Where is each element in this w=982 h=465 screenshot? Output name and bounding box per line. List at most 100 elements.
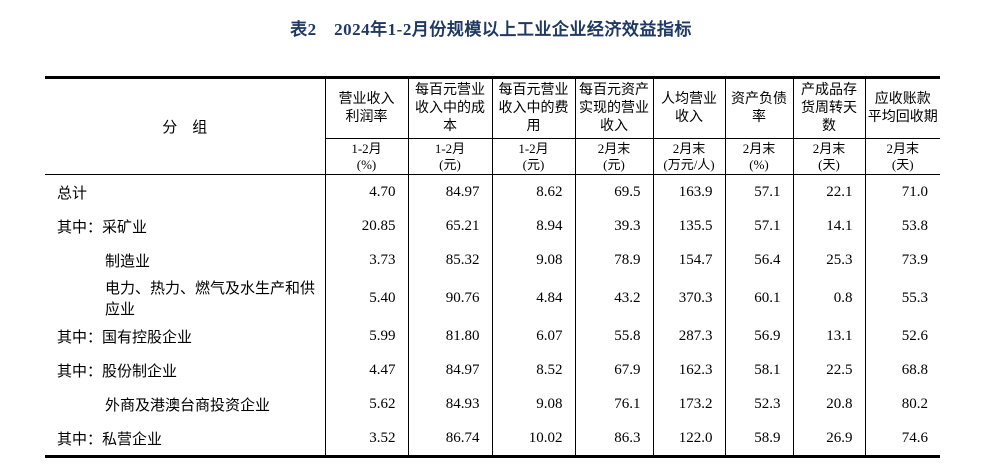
cell-value: 86.3 [574,421,653,457]
row-label: 其中：私营企业 [57,431,163,448]
cell-value: 86.74 [407,421,492,457]
table-row: 外商及港澳台商投资企业 5.62 84.93 9.08 76.1 173.2 52.3 20.… [45,387,940,421]
indicators-table: 分 组 营业收入 利润率 每百元营业 收入中的成 本每百元营业 收入中的费 用每百… [45,76,940,458]
cell-value: 56.4 [724,243,793,277]
table-row: 其中：私营企业 3.52 86.74 10.02 86.3 122.0 58.9 26.9 74… [45,421,940,457]
cell-value: 3.52 [324,421,408,457]
cell-value: 5.40 [324,277,408,319]
unit-label: (万元/人) [663,156,715,172]
cell-value: 65.21 [407,209,492,243]
column-subheader-1: 1-2月 (%) [324,138,408,175]
table-row: 其中：采矿业 20.85 65.21 8.94 39.3 135.5 57.1 14.1 53.… [45,209,940,243]
period-label: 1-2月 [518,140,549,156]
cell-value: 25.3 [792,243,865,277]
column-header-3: 每百元营业 收入中的费 用 [491,77,575,139]
cell-value: 22.5 [792,353,865,387]
unit-label: (元) [522,156,545,172]
cell-value: 67.9 [574,353,653,387]
header-row-names: 分 组 营业收入 利润率 每百元营业 收入中的成 本每百元营业 收入中的费 用每百… [45,77,940,175]
cell-value: 58.9 [724,421,793,457]
unit-label: (元) [439,156,461,172]
table-row: 其中：股份制企业 4.47 84.97 8.52 67.9 162.3 58.1 22.5 68… [45,353,940,387]
unit-label: (%) [356,156,377,172]
column-header-5: 人均营业 收入 [652,77,725,139]
table-row: 其中：国有控股企业 5.99 81.80 6.07 55.8 287.3 56.9 13.1 5… [45,319,940,353]
cell-value: 162.3 [652,353,725,387]
table-row: 制造业 3.73 85.32 9.08 78.9 154.7 56.4 25.3 73.9 [45,243,940,277]
unit-label: (元) [603,156,625,172]
cell-value: 8.94 [491,209,575,243]
cell-value: 20.85 [324,209,408,243]
row-label: 其中：股份制企业 [57,363,178,380]
cell-value: 73.9 [864,243,940,277]
cell-value: 57.1 [724,209,793,243]
column-subheader-2: 1-2月 (元) [407,138,492,175]
cell-value: 154.7 [652,243,725,277]
column-header-6: 资产负债 率 [724,77,793,139]
cell-value: 84.97 [407,353,492,387]
table-header: 分 组 营业收入 利润率 每百元营业 收入中的成 本每百元营业 收入中的费 用每百… [45,77,940,175]
cell-value: 14.1 [792,209,865,243]
cell-value: 5.62 [324,387,408,421]
cell-value: 84.93 [407,387,492,421]
cell-value: 10.02 [491,421,575,457]
cell-value: 135.5 [652,209,725,243]
cell-value: 26.9 [792,421,865,457]
cell-value: 69.5 [574,174,653,209]
cell-value: 39.3 [574,209,653,243]
cell-value: 8.52 [491,353,575,387]
row-label: 制造业 [105,253,151,270]
cell-value: 370.3 [652,277,725,319]
cell-value: 52.3 [724,387,793,421]
cell-value: 163.9 [652,174,725,209]
row-label: 其中：国有控股企业 [57,329,193,346]
period-label: 2月末 [742,140,776,156]
column-subheader-3: 1-2月 (元) [491,138,575,175]
cell-value: 81.80 [407,319,492,353]
column-subheader-7: 2月末 (天) [792,138,865,175]
cell-value: 8.62 [491,174,575,209]
row-label: 总计 [57,185,88,202]
cell-value: 9.08 [491,243,575,277]
cell-value: 80.2 [864,387,940,421]
cell-value: 6.07 [491,319,575,353]
cell-value: 55.3 [864,277,940,319]
cell-value: 55.8 [574,319,653,353]
unit-label: (天) [891,156,914,172]
cell-value: 68.8 [864,353,940,387]
cell-value: 90.76 [407,277,492,319]
cell-value: 4.84 [491,277,575,319]
column-header-8: 应收账款 平均回收期 [864,77,940,139]
cell-value: 84.97 [407,174,492,209]
unit-label: (%) [749,156,769,172]
table-body: 总计 4.70 84.97 8.62 69.5 163.9 57.1 22.1 71.0 其中：采… [45,174,940,457]
cell-value: 53.8 [864,209,940,243]
cell-value: 56.9 [724,319,793,353]
period-label: 2月末 [597,140,631,156]
unit-label: (天) [818,156,840,172]
cell-value: 78.9 [574,243,653,277]
cell-value: 122.0 [652,421,725,457]
cell-value: 22.1 [792,174,865,209]
column-header-group: 分 组 [45,77,325,175]
period-label: 1-2月 [434,140,466,156]
column-header-4: 每百元资产 实现的营业 收入 [574,77,653,139]
cell-value: 4.70 [324,174,408,209]
table-title: 表2 2024年1-2月份规模以上工业企业经济效益指标 [290,20,692,39]
cell-value: 20.8 [792,387,865,421]
cell-value: 85.32 [407,243,492,277]
cell-value: 173.2 [652,387,725,421]
cell-value: 43.2 [574,277,653,319]
period-label: 2月末 [672,140,706,156]
cell-value: 0.8 [792,277,865,319]
header-row-periods: 1-2月 (%) 1-2月 (元) 1-2月 (元) 2月末 (元) 2月末 (万元/人) 2月末(… [45,138,940,175]
cell-value: 60.1 [724,277,793,319]
cell-value: 52.6 [864,319,940,353]
row-label: 其中：采矿业 [57,219,148,236]
row-label: 外商及港澳台商投资企业 [105,397,271,414]
column-subheader-5: 2月末 (万元/人) [652,138,725,175]
column-header-1: 营业收入 利润率 [324,77,408,139]
cell-value: 74.6 [864,421,940,457]
cell-value: 57.1 [724,174,793,209]
